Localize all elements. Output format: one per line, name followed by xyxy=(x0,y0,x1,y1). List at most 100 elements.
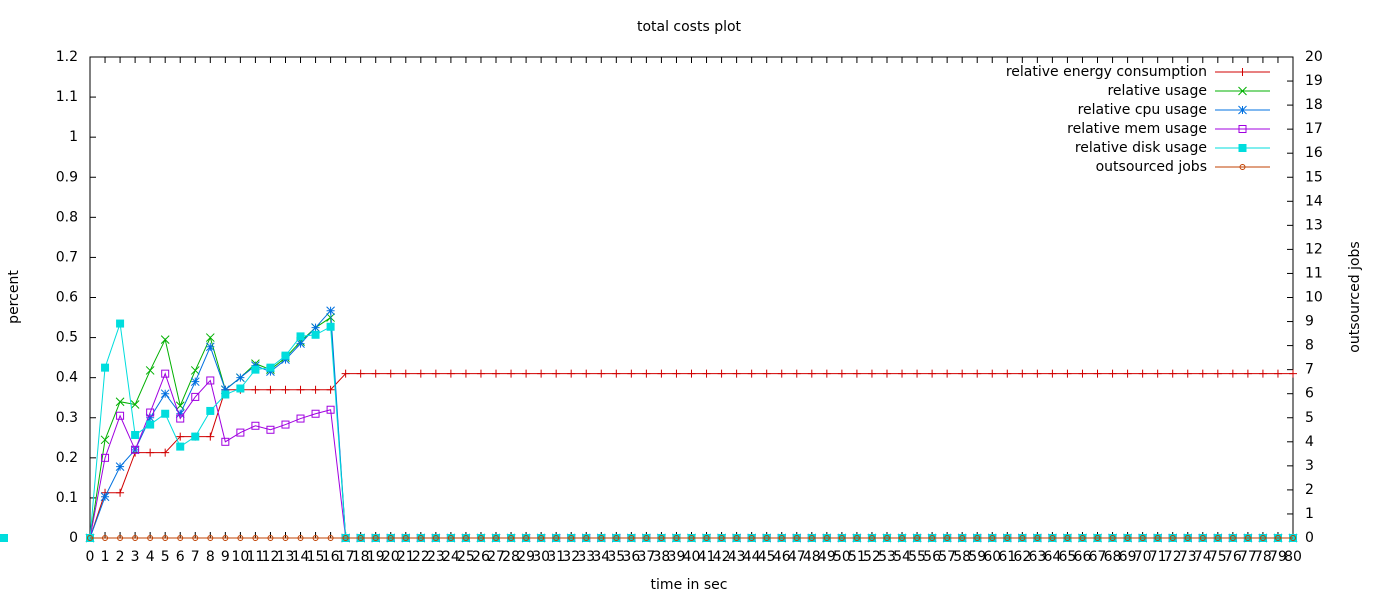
marker xyxy=(221,390,230,399)
y2-tick-label: 10 xyxy=(1305,290,1323,306)
marker xyxy=(1139,535,1146,541)
legend-label: relative cpu usage xyxy=(1078,102,1207,118)
marker xyxy=(176,432,185,441)
marker xyxy=(1078,369,1087,378)
y2-tick-label: 15 xyxy=(1305,169,1323,185)
x-tick-label: 49 xyxy=(818,549,836,565)
x-tick-label: 76 xyxy=(1224,549,1242,565)
marker xyxy=(777,369,786,378)
x-tick-label: 58 xyxy=(953,549,971,565)
marker xyxy=(102,535,109,541)
marker xyxy=(356,369,365,378)
marker xyxy=(342,535,349,541)
marker xyxy=(176,414,185,423)
x-tick-label: 0 xyxy=(86,549,95,565)
marker xyxy=(387,535,394,541)
marker xyxy=(883,535,890,541)
x-tick-label: 29 xyxy=(517,549,535,565)
x-tick-label: 48 xyxy=(803,549,821,565)
marker xyxy=(612,369,621,378)
x-tick-label: 6 xyxy=(176,549,185,565)
x-tick-label: 44 xyxy=(743,549,761,565)
marker xyxy=(1168,369,1177,378)
marker xyxy=(598,535,605,541)
y-tick-label: 0.2 xyxy=(56,450,78,466)
marker xyxy=(117,535,124,541)
marker xyxy=(1004,535,1011,541)
x-tick-label: 32 xyxy=(562,549,580,565)
y2-tick-label: 19 xyxy=(1305,73,1323,89)
marker xyxy=(341,369,350,378)
marker xyxy=(1064,535,1071,541)
marker xyxy=(822,369,831,378)
x-tick-label: 18 xyxy=(352,549,370,565)
x-tick-label: 72 xyxy=(1164,549,1182,565)
x-tick-label: 31 xyxy=(547,549,565,565)
marker xyxy=(402,535,409,541)
marker xyxy=(989,535,996,541)
x-tick-label: 30 xyxy=(532,549,550,565)
legend-marker xyxy=(1238,144,1247,152)
marker xyxy=(1109,535,1116,541)
x-tick-label: 16 xyxy=(322,549,340,565)
x-tick-label: 50 xyxy=(833,549,851,565)
marker xyxy=(205,342,215,352)
marker xyxy=(371,369,380,378)
marker xyxy=(1183,369,1192,378)
marker xyxy=(417,535,424,541)
y2-tick-label: 4 xyxy=(1305,434,1314,450)
x-tick-label: 73 xyxy=(1179,549,1197,565)
marker xyxy=(943,369,952,378)
marker xyxy=(1094,535,1101,541)
y2-tick-label: 2 xyxy=(1305,482,1314,498)
marker xyxy=(1274,535,1281,541)
marker xyxy=(1049,535,1056,541)
y-tick-label: 0.9 xyxy=(56,169,78,185)
marker xyxy=(251,365,260,374)
x-tick-label: 64 xyxy=(1043,549,1061,565)
y-tick-label: 0.5 xyxy=(56,330,78,346)
marker xyxy=(251,361,260,370)
marker xyxy=(252,535,259,541)
marker xyxy=(1259,535,1266,541)
marker xyxy=(1198,369,1207,378)
marker xyxy=(146,408,155,417)
y-axis-label: percent xyxy=(6,270,22,324)
marker xyxy=(837,369,846,378)
legend-marker xyxy=(1238,105,1247,115)
x-tick-label: 28 xyxy=(502,549,520,565)
x-tick-label: 33 xyxy=(577,549,595,565)
x-tick-label: 10 xyxy=(231,549,249,565)
marker xyxy=(1079,535,1086,541)
x-tick-label: 55 xyxy=(908,549,926,565)
marker xyxy=(1153,369,1162,378)
marker xyxy=(717,369,726,378)
x-tick-label: 65 xyxy=(1059,549,1077,565)
marker xyxy=(160,335,170,344)
marker xyxy=(220,385,230,395)
marker xyxy=(477,535,484,541)
marker xyxy=(1228,369,1237,378)
marker xyxy=(538,535,545,541)
x-tick-label: 35 xyxy=(607,549,625,565)
marker xyxy=(583,535,590,541)
marker xyxy=(281,420,290,429)
legend-marker xyxy=(1238,86,1247,96)
x-tick-label: 7 xyxy=(191,549,200,565)
marker xyxy=(988,369,997,378)
x-tick-label: 63 xyxy=(1028,549,1046,565)
marker xyxy=(116,488,125,497)
marker xyxy=(687,369,696,378)
marker xyxy=(1214,535,1221,541)
x-tick-label: 23 xyxy=(427,549,445,565)
marker xyxy=(1123,369,1132,378)
x-tick-label: 14 xyxy=(292,549,310,565)
marker xyxy=(853,535,860,541)
marker xyxy=(431,369,440,378)
marker xyxy=(537,369,546,378)
x-tick-label: 70 xyxy=(1134,549,1152,565)
marker xyxy=(326,306,335,316)
y2-tick-label: 20 xyxy=(1305,49,1323,65)
legend-label: relative disk usage xyxy=(1075,140,1207,156)
marker xyxy=(944,535,951,541)
